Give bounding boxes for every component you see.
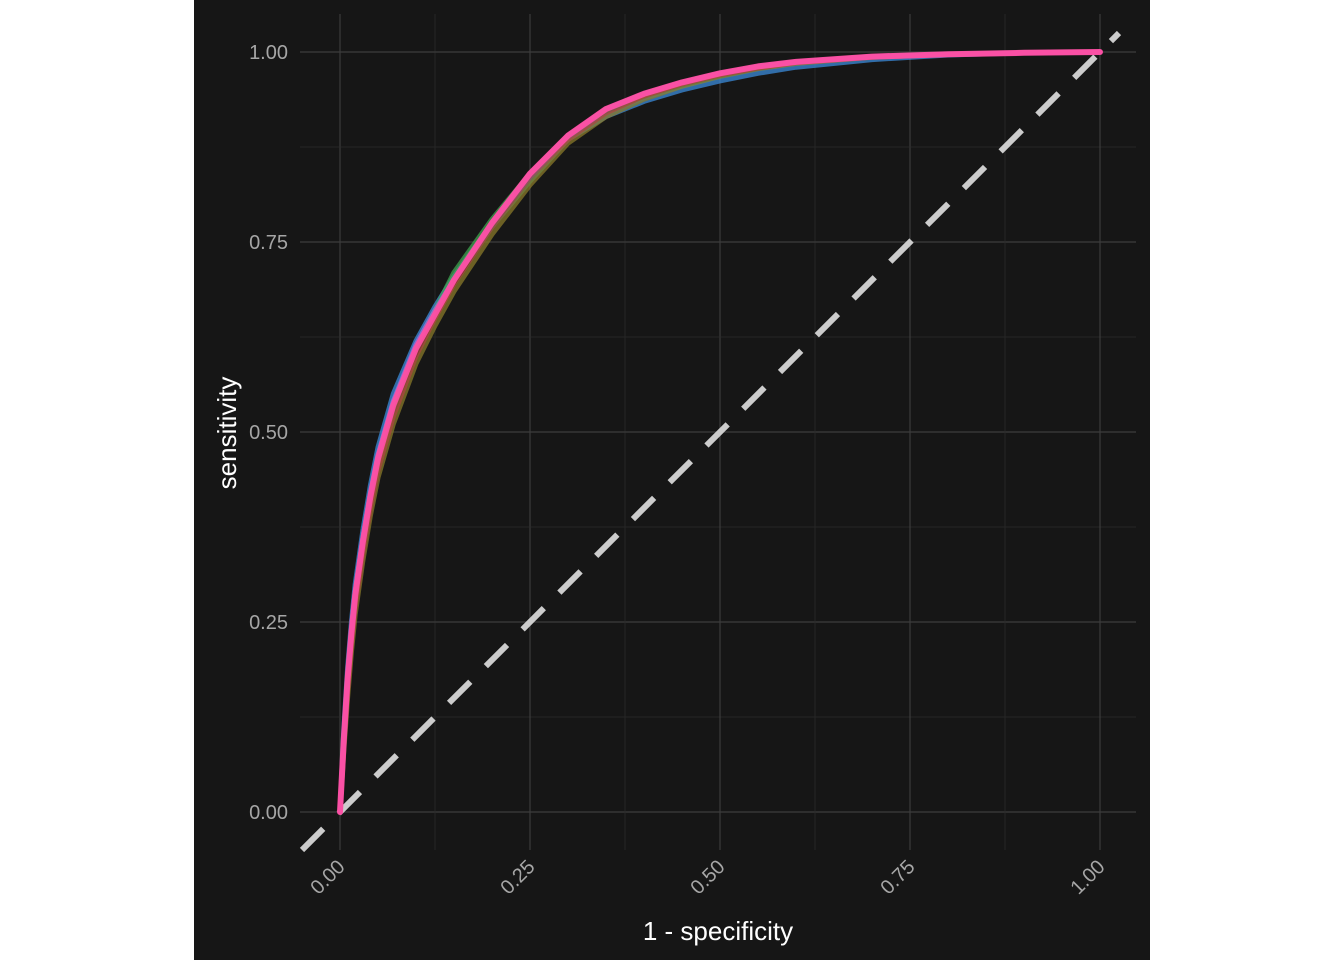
y-tick-label: 0.50 (249, 422, 288, 444)
grid-lines (300, 14, 1136, 850)
roc-chart: 0.00 0.25 0.50 0.75 1.00 0.00 0.25 0.50 0.75 1.0… (212, 14, 1136, 946)
y-tick-label: 0.75 (249, 232, 288, 254)
x-tick-label: 0.25 (496, 856, 539, 899)
y-tick-label: 0.25 (249, 612, 288, 634)
y-tick-labels: 0.00 0.25 0.50 0.75 1.00 (249, 42, 288, 824)
x-tick-labels: 0.00 0.25 0.50 0.75 1.00 (306, 856, 1109, 899)
y-axis-title: sensitivity (212, 377, 242, 490)
y-tick-label: 0.00 (249, 802, 288, 824)
x-tick-label: 0.75 (876, 856, 919, 899)
x-tick-label: 0.50 (686, 856, 729, 899)
x-tick-label: 1.00 (1066, 856, 1109, 899)
roc-curves (337, 49, 1103, 815)
y-tick-label: 1.00 (249, 42, 288, 64)
reference-diagonal (299, 30, 1122, 853)
x-tick-label: 0.00 (306, 856, 349, 899)
roc-series-line (337, 49, 1103, 815)
x-axis-title: 1 - specificity (643, 916, 793, 946)
chart-panel: 0.00 0.25 0.50 0.75 1.00 0.00 0.25 0.50 0.75 1.0… (194, 0, 1150, 960)
